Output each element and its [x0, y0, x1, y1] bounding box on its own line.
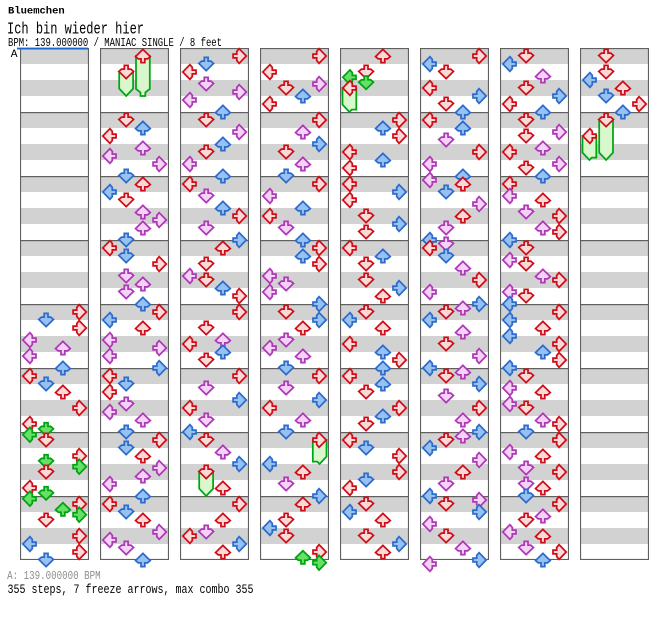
- svg-text:A: 139.000000 BPM: A: 139.000000 BPM: [7, 569, 101, 583]
- svg-text:Bluemchen: Bluemchen: [8, 6, 65, 18]
- svg-text:BPM: 139.000000 / MANIAC SINGL: BPM: 139.000000 / MANIAC SINGLE / 8 feet: [8, 36, 222, 50]
- svg-text:Ich bin wieder hier: Ich bin wieder hier: [7, 21, 144, 40]
- svg-text:355 steps, 7 freeze arrows, ma: 355 steps, 7 freeze arrows, max combo 35…: [8, 582, 254, 597]
- svg-text:A: A: [11, 49, 18, 61]
